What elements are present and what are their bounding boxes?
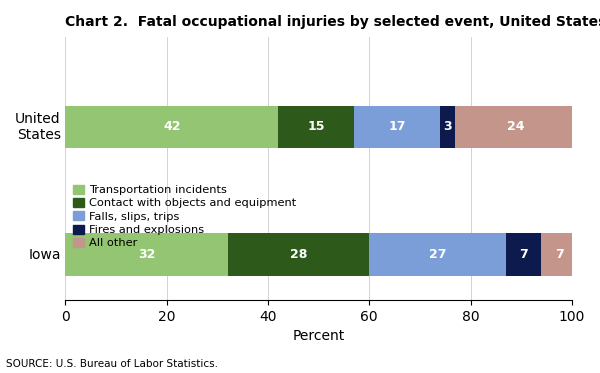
Bar — [455, 106, 577, 148]
Bar — [65, 106, 278, 148]
Text: 27: 27 — [429, 248, 446, 261]
Text: Chart 2.  Fatal occupational injuries by selected event, United States and Iowa,: Chart 2. Fatal occupational injuries by … — [65, 15, 600, 29]
Bar — [369, 233, 506, 276]
Text: 42: 42 — [163, 120, 181, 134]
X-axis label: Percent: Percent — [293, 329, 345, 343]
Legend: Transportation incidents, Contact with objects and equipment, Falls, slips, trip: Transportation incidents, Contact with o… — [73, 185, 296, 248]
Text: 15: 15 — [307, 120, 325, 134]
Text: 32: 32 — [138, 248, 155, 261]
Bar — [354, 106, 440, 148]
Text: 28: 28 — [290, 248, 307, 261]
Text: 7: 7 — [520, 248, 528, 261]
Bar — [65, 233, 227, 276]
Bar — [278, 106, 354, 148]
Text: 7: 7 — [555, 248, 563, 261]
Bar — [440, 106, 455, 148]
Text: 17: 17 — [388, 120, 406, 134]
Bar — [541, 233, 577, 276]
Text: SOURCE: U.S. Bureau of Labor Statistics.: SOURCE: U.S. Bureau of Labor Statistics. — [6, 359, 218, 369]
Bar — [227, 233, 369, 276]
Text: 24: 24 — [508, 120, 525, 134]
Bar — [506, 233, 541, 276]
Text: 3: 3 — [443, 120, 452, 134]
